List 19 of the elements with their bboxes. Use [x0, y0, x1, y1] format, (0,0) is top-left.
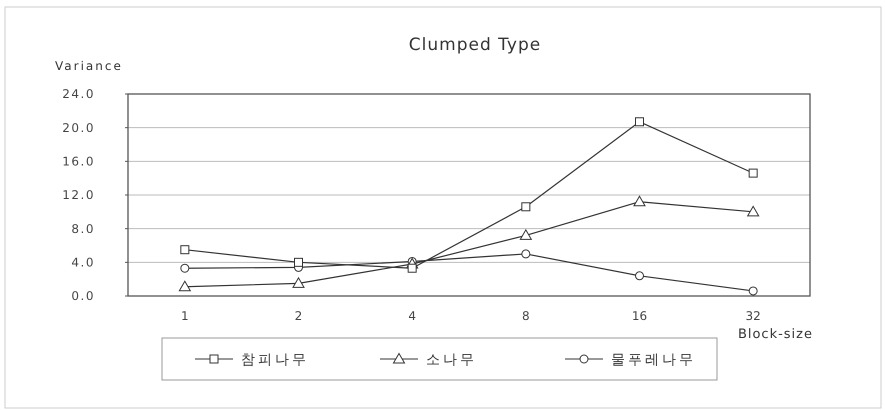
y-tick-label: 4.0: [71, 256, 95, 270]
y-tick-label: 8.0: [71, 222, 95, 236]
x-tick-label: 4: [408, 309, 416, 324]
x-tick-label: 2: [294, 309, 302, 324]
y-tick-label: 16.0: [62, 154, 95, 169]
x-axis-title: Block-size: [738, 327, 813, 342]
x-tick-label: 8: [522, 309, 530, 324]
x-tick-label: 16: [632, 309, 648, 324]
y-axis-title: Variance: [55, 59, 123, 73]
x-tick-label: 1: [181, 309, 189, 324]
x-tick-label: 32: [746, 309, 761, 324]
legend-label: 참피나무: [241, 352, 309, 368]
y-tick-label: 12.0: [62, 188, 95, 202]
y-tick-label: 24.0: [62, 87, 95, 102]
y-tick-label: 20.0: [62, 120, 95, 135]
legend-label: 소나무: [426, 352, 477, 368]
y-tick-label: 0.0: [71, 289, 95, 304]
chart-title: Clumped Type: [408, 35, 542, 55]
legend-label: 물푸레나무: [611, 352, 696, 368]
